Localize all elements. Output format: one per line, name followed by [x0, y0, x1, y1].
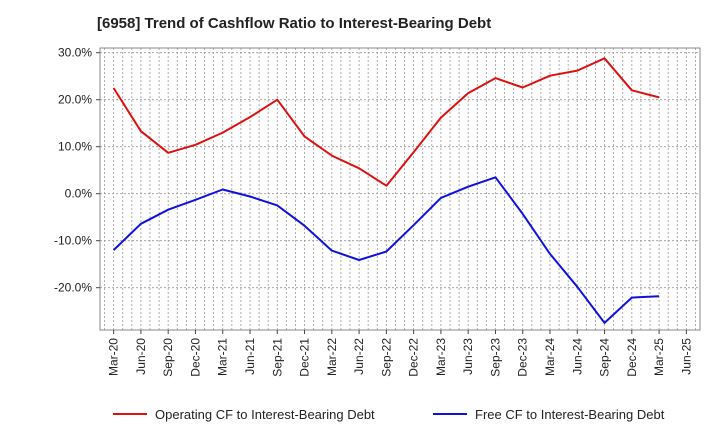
x-tick-label-2: Sep-20: [161, 338, 175, 377]
x-tick-label-21: Jun-25: [679, 338, 693, 375]
y-tick-label-1: 20.0%: [58, 93, 92, 107]
series-line-0: [112, 57, 660, 187]
x-tick-label-19: Dec-24: [625, 338, 639, 377]
legend-label-0: Operating CF to Interest-Bearing Debt: [155, 407, 375, 422]
x-tick-label-11: Dec-22: [407, 338, 421, 377]
x-tick-label-6: Sep-21: [270, 338, 284, 377]
x-tick-label-1: Jun-20: [134, 338, 148, 375]
x-tick-label-17: Jun-24: [570, 338, 584, 375]
legend-label-1: Free CF to Interest-Bearing Debt: [475, 407, 665, 422]
chart-title: [6958] Trend of Cashflow Ratio to Intere…: [97, 15, 491, 32]
y-axis-ticks: 30.0% 20.0% 10.0% 0.0% -10.0% -20.0%: [54, 46, 100, 295]
x-tick-label-8: Mar-22: [325, 338, 339, 376]
x-tick-label-20: Mar-25: [652, 338, 666, 376]
legend: Operating CF to Interest-Bearing Debt Fre…: [113, 407, 665, 422]
x-tick-label-12: Mar-23: [434, 338, 448, 376]
y-tick-label-5: -20.0%: [54, 281, 92, 295]
x-tick-label-5: Jun-21: [243, 338, 257, 375]
y-tick-label-2: 10.0%: [58, 140, 92, 154]
x-tick-label-0: Mar-20: [107, 338, 121, 376]
x-tick-label-9: Jun-22: [352, 338, 366, 375]
y-tick-label-0: 30.0%: [58, 46, 92, 60]
plot-frame: [99, 47, 701, 331]
y-tick-label-3: 0.0%: [65, 187, 93, 201]
x-tick-label-10: Sep-22: [379, 338, 393, 377]
series-line-1: [112, 176, 660, 324]
x-tick-label-4: Mar-21: [216, 338, 230, 376]
x-tick-label-13: Jun-23: [461, 338, 475, 375]
x-tick-label-14: Sep-23: [488, 338, 502, 377]
x-axis-ticks: Mar-20 Jun-20 Sep-20 Dec-20 Mar-21 Jun-21 Sep-…: [107, 330, 693, 377]
series-lines: [112, 57, 660, 324]
y-tick-label-4: -10.0%: [54, 234, 92, 248]
x-tick-label-18: Sep-24: [598, 338, 612, 377]
x-tick-label-15: Dec-23: [516, 338, 530, 377]
grid-lines: [100, 48, 700, 330]
x-tick-label-7: Dec-21: [298, 338, 312, 377]
x-tick-label-16: Mar-24: [543, 338, 557, 376]
x-tick-label-3: Dec-20: [188, 338, 202, 377]
